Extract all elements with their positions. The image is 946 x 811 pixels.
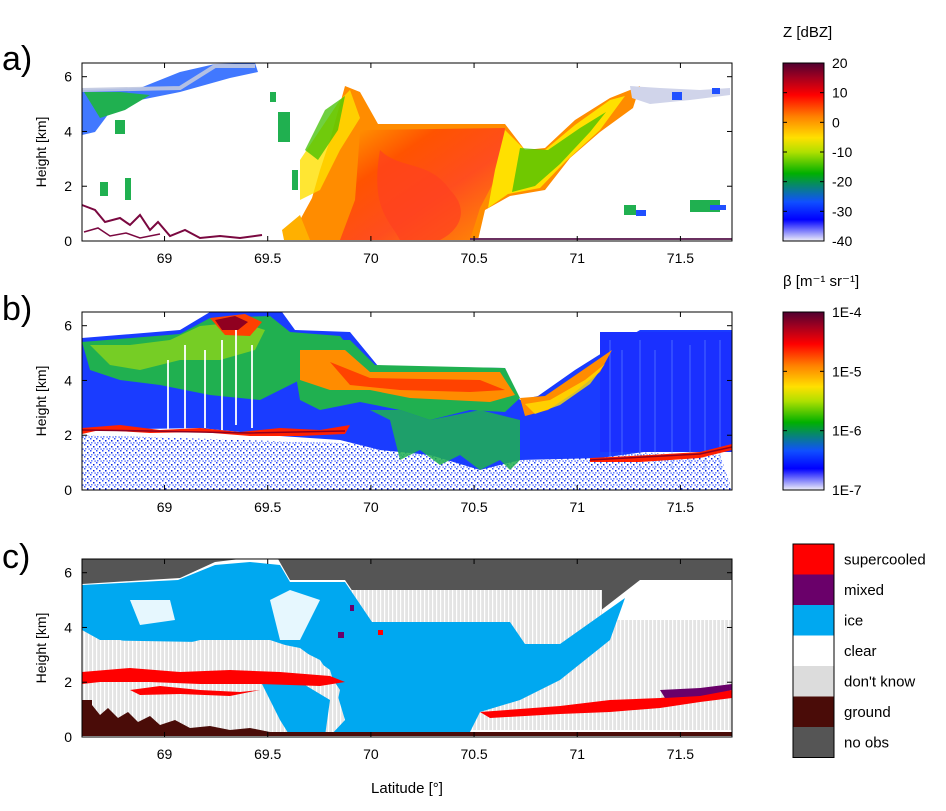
panel-c-classification bbox=[81, 558, 733, 738]
legend-label: don't know bbox=[844, 673, 915, 690]
panel-c-ice bbox=[82, 562, 625, 736]
y-tick-label: 6 bbox=[64, 69, 72, 85]
y-tick-label: 4 bbox=[64, 123, 72, 139]
colorbar-title-backscatter: β [m⁻¹ sr⁻¹] bbox=[783, 273, 860, 290]
panel-c-supercooled-right bbox=[480, 690, 732, 718]
legend-swatch bbox=[793, 696, 834, 727]
x-tick-label: 71.5 bbox=[667, 250, 694, 266]
axes-layer: 69 69.5 70 70.5 71 71.5 0 2 4 6 Height [km] 69 69.5 7… bbox=[33, 63, 732, 797]
x-tick-label: 71.5 bbox=[667, 499, 694, 515]
y-tick-label: 4 bbox=[64, 619, 72, 635]
x-tick-label: 69 bbox=[157, 250, 173, 266]
y-axis-label: Height [km] bbox=[33, 613, 49, 684]
panel-b-liquid-layer-left bbox=[82, 425, 350, 436]
colorbar-tick-label: -30 bbox=[832, 203, 852, 219]
panel-a-frame bbox=[81, 62, 733, 242]
y-tick-label: 0 bbox=[64, 233, 72, 249]
colorbar-tick-label: -20 bbox=[832, 174, 852, 190]
colorbar-ticks: 20 10 0 -10 -20 -30 -40 1E-4 1E-5 1E-6 1E-7 bbox=[783, 55, 862, 498]
legend-frame bbox=[792, 543, 835, 758]
y-tick-label: 0 bbox=[64, 729, 72, 745]
panel-label-b: b) bbox=[2, 290, 33, 328]
legend-swatch bbox=[793, 635, 834, 666]
panel-label-c: c) bbox=[2, 538, 31, 576]
y-tick-label: 6 bbox=[64, 318, 72, 334]
x-tick-label: 69.5 bbox=[254, 746, 281, 762]
x-tick-label: 70.5 bbox=[460, 746, 487, 762]
colorbar-tick-label: 10 bbox=[832, 85, 848, 101]
x-tick-label: 70 bbox=[363, 746, 379, 762]
panel-b-frame bbox=[81, 311, 733, 491]
legend-label: supercooled bbox=[844, 551, 926, 568]
x-tick-label: 70.5 bbox=[460, 499, 487, 515]
legend-label: ground bbox=[844, 704, 891, 721]
panel-a-scattered-echoes bbox=[100, 92, 720, 215]
colorbar-tick-label: 0 bbox=[832, 114, 840, 130]
x-tick-label: 69 bbox=[157, 746, 173, 762]
colorbar-tick-label: 20 bbox=[832, 55, 848, 71]
colorbar-tick-label: -40 bbox=[832, 233, 852, 249]
y-tick-label: 2 bbox=[64, 178, 72, 194]
colorbar-tick-label: 1E-7 bbox=[832, 482, 862, 498]
y-axis-label: Height [km] bbox=[33, 366, 49, 437]
legend-label: ice bbox=[844, 612, 863, 629]
panel-b-lower-noise bbox=[82, 435, 732, 490]
x-tick-label: 69.5 bbox=[254, 250, 281, 266]
y-tick-label: 2 bbox=[64, 427, 72, 443]
x-tick-label: 70 bbox=[363, 250, 379, 266]
x-axis-label: Latitude [°] bbox=[371, 780, 443, 797]
x-tick-label: 70 bbox=[363, 499, 379, 515]
y-tick-label: 2 bbox=[64, 674, 72, 690]
x-tick-label: 71 bbox=[569, 746, 585, 762]
colorbar-tick-label: 1E-5 bbox=[832, 363, 862, 379]
colorbar-title-reflectivity: Z [dBZ] bbox=[783, 24, 833, 41]
x-tick-label: 69.5 bbox=[254, 499, 281, 515]
x-tick-label: 71 bbox=[569, 499, 585, 515]
legend-swatch bbox=[793, 666, 834, 697]
panel-a-reflectivity bbox=[81, 62, 733, 242]
panel-c-ground bbox=[82, 700, 732, 736]
colorbar-backscatter bbox=[782, 311, 825, 491]
y-axis-label: Height [km] bbox=[33, 117, 49, 188]
legend-label: mixed bbox=[844, 582, 884, 599]
legend-label: no obs bbox=[844, 734, 889, 751]
y-tick-label: 4 bbox=[64, 372, 72, 388]
panel-a-ground-echo bbox=[81, 204, 263, 240]
colorbar-reflectivity bbox=[782, 62, 825, 242]
legend-swatch bbox=[793, 574, 834, 605]
y-tick-label: 6 bbox=[64, 565, 72, 581]
x-tick-label: 71.5 bbox=[667, 746, 694, 762]
legend-swatch bbox=[793, 544, 834, 575]
colorbar-tick-label: 1E-6 bbox=[832, 423, 862, 439]
x-tick-label: 71 bbox=[569, 250, 585, 266]
classification-legend: supercooled mixed ice clear don't know ground… bbox=[792, 543, 926, 758]
panel-c-frame bbox=[81, 558, 733, 738]
colorbar-tick-label: 1E-4 bbox=[832, 304, 862, 320]
colorbar-tick-label: -10 bbox=[832, 144, 852, 160]
panel-b-gaps bbox=[167, 330, 253, 430]
y-tick-label: 0 bbox=[64, 482, 72, 498]
panel-a-upper-cloud-left bbox=[82, 63, 258, 135]
x-tick-label: 69 bbox=[157, 499, 173, 515]
legend-label: clear bbox=[844, 643, 877, 660]
x-tick-label: 70.5 bbox=[460, 250, 487, 266]
legend-swatch bbox=[793, 727, 834, 758]
panel-c-supercooled-left bbox=[82, 668, 345, 686]
panel-b-backscatter bbox=[81, 311, 733, 491]
panel-label-a: a) bbox=[2, 40, 33, 78]
legend-swatch bbox=[793, 605, 834, 636]
